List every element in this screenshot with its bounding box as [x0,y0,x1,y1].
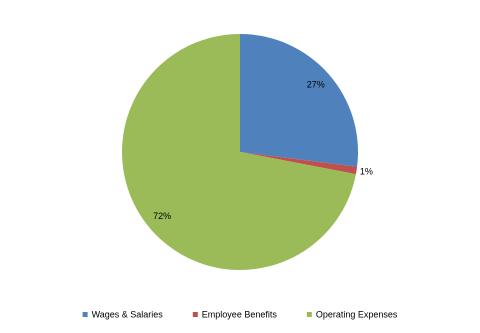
legend-label: Employee Benefits [202,309,278,319]
legend-swatch [306,312,312,317]
legend-swatch [82,312,88,317]
legend-swatch [192,312,198,317]
data-label: 1% [360,166,373,176]
data-label: 27% [307,80,325,90]
pie-slice [240,34,358,167]
pie-slice [122,34,356,271]
legend-label: Operating Expenses [316,309,398,319]
legend-label: Wages & Salaries [92,309,164,319]
data-label: 72% [153,211,171,221]
pie-slice [240,152,358,175]
